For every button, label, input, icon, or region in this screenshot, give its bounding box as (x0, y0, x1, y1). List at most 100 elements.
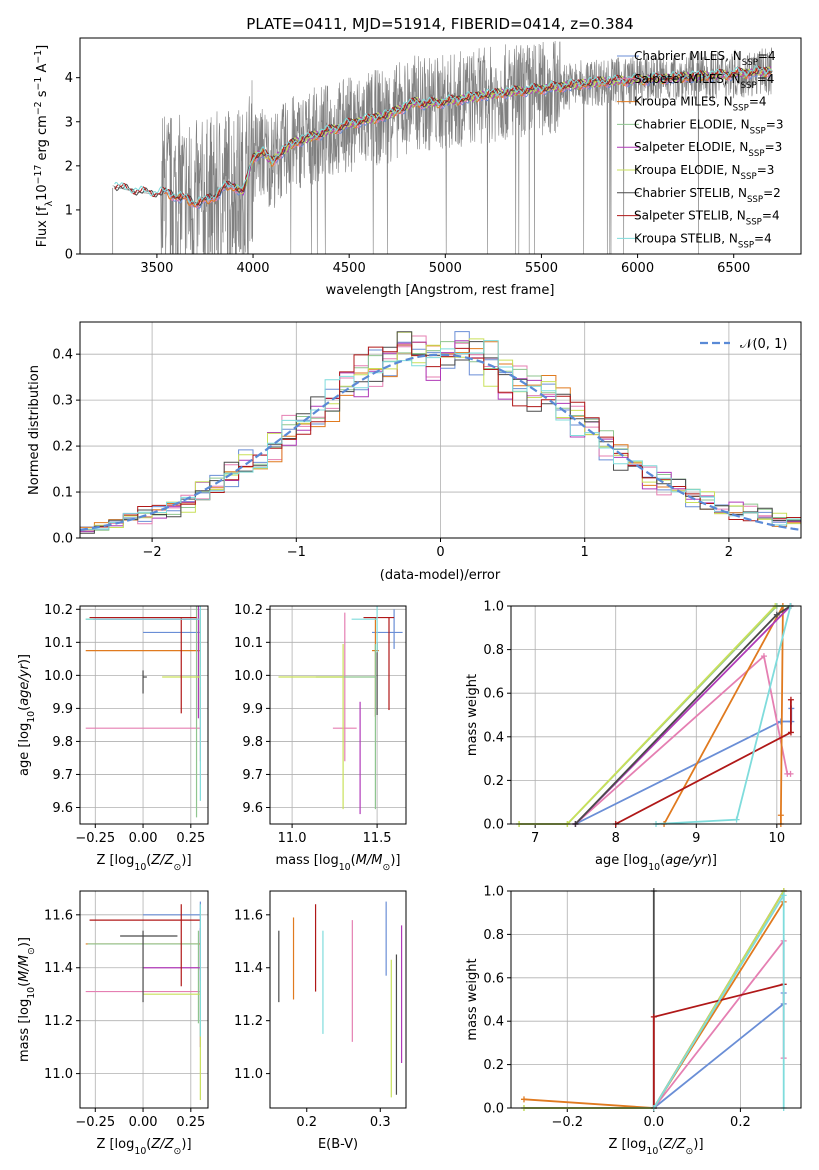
x-tick-label: −0.25 (75, 831, 115, 846)
y-axis-label: Normed distribution (27, 365, 42, 495)
x-tick-label: 11.0 (278, 831, 307, 846)
cumulative-line-salpeter-miles (653, 938, 785, 1109)
y-tick-label: 9.8 (242, 735, 263, 750)
y-axis-label: age [log10(age/yr)] (17, 654, 37, 776)
x-axis-label: wavelength [Angstrom, rest frame] (326, 283, 555, 298)
y-tick-label: 0.6 (483, 971, 504, 986)
x-tick-label: 11.5 (363, 831, 392, 846)
model-spectrum-salpeter-stelib (114, 65, 773, 206)
x-tick-label: −1 (287, 545, 306, 560)
cumulative-marker (777, 718, 784, 725)
y-tick-label: 11.2 (234, 1014, 263, 1029)
x-tick-label: 8 (612, 831, 620, 846)
x-axis-label: Z [log10(Z/Z⊙)] (608, 1137, 703, 1157)
age-vs-metallicity-panel: −0.25 0.00 0.25 9.6 9.7 9.8 9.9 10.0 10.1 10.2 Z [… (17, 603, 209, 873)
legend-label: Kroupa MILES, NSSP=4 (634, 95, 767, 114)
y-tick-label: 9.9 (52, 702, 73, 717)
y-tick-label: 0.2 (52, 440, 73, 455)
y-tick-label: 11.6 (234, 908, 263, 923)
cumulative-marker (780, 892, 787, 899)
cumulative-marker (733, 816, 740, 823)
cumulative-marker (520, 1096, 527, 1103)
y-tick-label: 10.2 (234, 603, 263, 618)
y-tick-label: 11.4 (44, 961, 73, 976)
x-tick-label: 5500 (525, 261, 558, 276)
model-spectrum-kroupa-stelib (114, 65, 773, 205)
y-axis-label: mass weight (465, 958, 480, 1040)
x-tick-label: 0.0 (643, 1115, 664, 1130)
y-tick-label: 0.0 (483, 1102, 504, 1117)
x-tick-label: 0.3 (370, 1115, 391, 1130)
x-tick-label: 4000 (236, 261, 269, 276)
y-tick-label: 10.0 (44, 669, 73, 684)
y-tick-label: 9.7 (52, 768, 73, 783)
x-tick-label: 2 (725, 545, 733, 560)
legend-label: Salpeter ELODIE, NSSP=3 (634, 140, 782, 159)
mass-vs-extinction-panel: 0.2 0.3 11.0 11.2 11.4 11.6 E(B-V) (234, 890, 407, 1152)
x-tick-label: 0.2 (730, 1115, 751, 1130)
x-axis-label: (data-model)/error (380, 568, 501, 583)
x-tick-label: 7 (531, 831, 539, 846)
cumulative-line-kroupa-stelib (653, 892, 785, 1109)
mass-vs-metallicity-panel: −0.25 0.00 0.25 11.0 11.2 11.4 11.6 Z [log10(Z/… (17, 890, 209, 1157)
x-tick-label: 0.00 (129, 1115, 158, 1130)
axes-frame (510, 605, 802, 825)
y-tick-label: 9.7 (242, 768, 263, 783)
y-tick-label: 9.6 (52, 801, 73, 816)
age-vs-mass-panel: 11.0 11.5 9.6 9.7 9.8 9.9 10.0 10.1 10.2 mass [lo… (234, 603, 407, 873)
y-tick-label: 0.2 (483, 1058, 504, 1073)
y-tick-label: 0.6 (483, 687, 504, 702)
y-axis-label: Flux [fλ10−17 erg cm−2 s−1 A−1] (33, 45, 55, 247)
axes-frame (269, 605, 407, 825)
spectrum-panel: 3500 4000 4500 5000 5500 6000 6500 0 1 2 3 4 wavelen… (33, 37, 802, 298)
x-axis-label: age [log10(age/yr)] (595, 853, 717, 873)
normal-legend-label: 𝒩(0, 1) (740, 337, 787, 352)
y-tick-label: 9.9 (242, 702, 263, 717)
y-tick-label: 0.4 (483, 730, 504, 745)
axes-frame (79, 605, 209, 825)
y-tick-label: 11.0 (44, 1067, 73, 1082)
y-tick-label: 9.6 (242, 801, 263, 816)
y-tick-label: 0.0 (52, 532, 73, 547)
cumulative-marker (760, 653, 767, 660)
figure-title: PLATE=0411, MJD=51914, FIBERID=0414, z=0… (246, 15, 633, 33)
legend-label: Chabrier ELODIE, NSSP=3 (634, 117, 783, 136)
y-tick-label: 1.0 (483, 600, 504, 615)
y-tick-label: 1.0 (483, 885, 504, 900)
cumulative-line-chabrier-miles (574, 708, 793, 825)
cumulative-line-salpeter-stelib (615, 699, 792, 825)
axes-frame (79, 37, 802, 255)
x-tick-label: 6500 (717, 261, 750, 276)
x-tick-label: 0 (436, 545, 444, 560)
legend-label: Kroupa ELODIE, NSSP=3 (634, 163, 774, 182)
y-tick-label: 4 (65, 71, 73, 86)
cumulative-line-kroupa-miles (663, 605, 784, 825)
y-tick-label: 11.2 (44, 1014, 73, 1029)
y-tick-label: 10.1 (44, 636, 73, 651)
y-tick-label: 0.3 (52, 394, 73, 409)
x-tick-label: 3500 (140, 261, 173, 276)
legend-label: Chabrier STELIB, NSSP=2 (634, 186, 781, 205)
y-tick-label: 9.8 (52, 735, 73, 750)
x-tick-label: 0.25 (176, 1115, 205, 1130)
y-tick-label: 10.0 (234, 669, 263, 684)
y-tick-label: 11.6 (44, 908, 73, 923)
cumulative-line-chabrier-miles (653, 993, 785, 1109)
x-tick-label: −0.25 (75, 1115, 115, 1130)
x-tick-label: 0.25 (176, 831, 205, 846)
cumulative-marker (787, 729, 794, 736)
y-tick-label: 0.8 (483, 928, 504, 943)
y-tick-label: 1 (65, 203, 73, 218)
y-tick-label: 10.2 (44, 603, 73, 618)
axes-frame (269, 890, 407, 1109)
normal-distribution-curve (79, 353, 802, 531)
legend-label: Kroupa STELIB, NSSP=4 (634, 231, 772, 250)
cumulative-line-kroupa-elodie (519, 605, 776, 825)
axes-frame (79, 890, 209, 1109)
x-axis-label: mass [log10(M/M⊙)] (276, 853, 401, 873)
mass-weight-vs-age-panel: 7 8 9 10 0.0 0.2 0.4 0.6 0.8 1.0 age [log10(age/yr… (465, 600, 802, 873)
x-tick-label: 0.00 (129, 831, 158, 846)
x-tick-label: 1 (581, 545, 589, 560)
axes-frame (510, 890, 802, 1109)
x-axis-label: Z [log10(Z/Z⊙)] (96, 853, 191, 873)
